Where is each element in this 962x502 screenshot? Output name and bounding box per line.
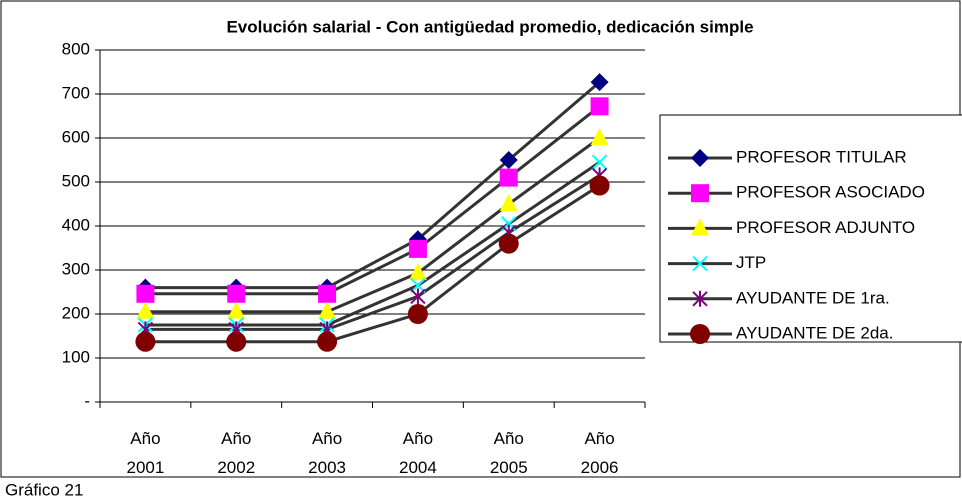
marker (499, 168, 518, 187)
marker (410, 288, 426, 305)
marker (410, 277, 426, 294)
y-tick-label: 200 (62, 303, 90, 322)
marker (407, 304, 428, 324)
marker (136, 284, 155, 303)
legend-label: AYUDANTE DE 2da. (736, 323, 893, 342)
marker (692, 290, 708, 307)
y-tick-label: 400 (62, 215, 90, 234)
marker (317, 331, 338, 352)
x-tick-label: Año 2005 (489, 429, 528, 477)
series-line (145, 80, 601, 290)
marker (498, 233, 519, 254)
marker (318, 284, 337, 303)
marker (590, 97, 609, 116)
series-line (145, 105, 601, 296)
series-line (145, 184, 601, 344)
marker (691, 218, 709, 236)
legend-label: PROFESOR ADJUNTO (736, 218, 915, 237)
marker (691, 149, 709, 167)
y-tick-label: 600 (62, 127, 90, 146)
y-tick-label: 100 (62, 347, 90, 366)
marker (226, 331, 247, 352)
marker (227, 284, 246, 303)
marker (690, 324, 710, 344)
y-tick-label: 800 (62, 39, 90, 58)
x-tick-label: Año 2001 (126, 429, 165, 477)
legend-label: JTP (736, 253, 766, 272)
x-tick-label: Año 2002 (217, 429, 256, 477)
x-tick-label: Año 2006 (580, 429, 619, 477)
legend-label: AYUDANTE DE 1ra. (736, 288, 890, 307)
y-tick-label: 700 (62, 83, 90, 102)
legend-label: PROFESOR TITULAR (736, 147, 907, 166)
marker (590, 73, 609, 92)
marker (589, 175, 610, 196)
marker (135, 331, 156, 352)
chart-title: Evolución salarial - Con antigüedad prom… (226, 17, 753, 36)
marker (136, 301, 155, 319)
marker (691, 184, 709, 203)
marker (318, 301, 337, 319)
marker (590, 128, 609, 145)
x-tick-label: Año 2004 (398, 429, 437, 477)
marker (591, 154, 608, 170)
y-tick-label: - (84, 391, 90, 410)
series-line (145, 136, 601, 314)
caption: Gráfico 21 (5, 480, 83, 499)
marker (692, 255, 708, 272)
marker (408, 239, 427, 258)
series-line (145, 174, 601, 331)
legend-label: PROFESOR ASOCIADO (736, 183, 925, 202)
marker (499, 151, 518, 169)
marker (408, 263, 427, 281)
marker (227, 301, 246, 319)
y-tick-label: 300 (62, 259, 90, 278)
series-line (145, 160, 601, 327)
y-tick-label: 500 (62, 171, 90, 190)
x-tick-label: Año 2003 (308, 429, 346, 477)
marker (499, 194, 518, 211)
